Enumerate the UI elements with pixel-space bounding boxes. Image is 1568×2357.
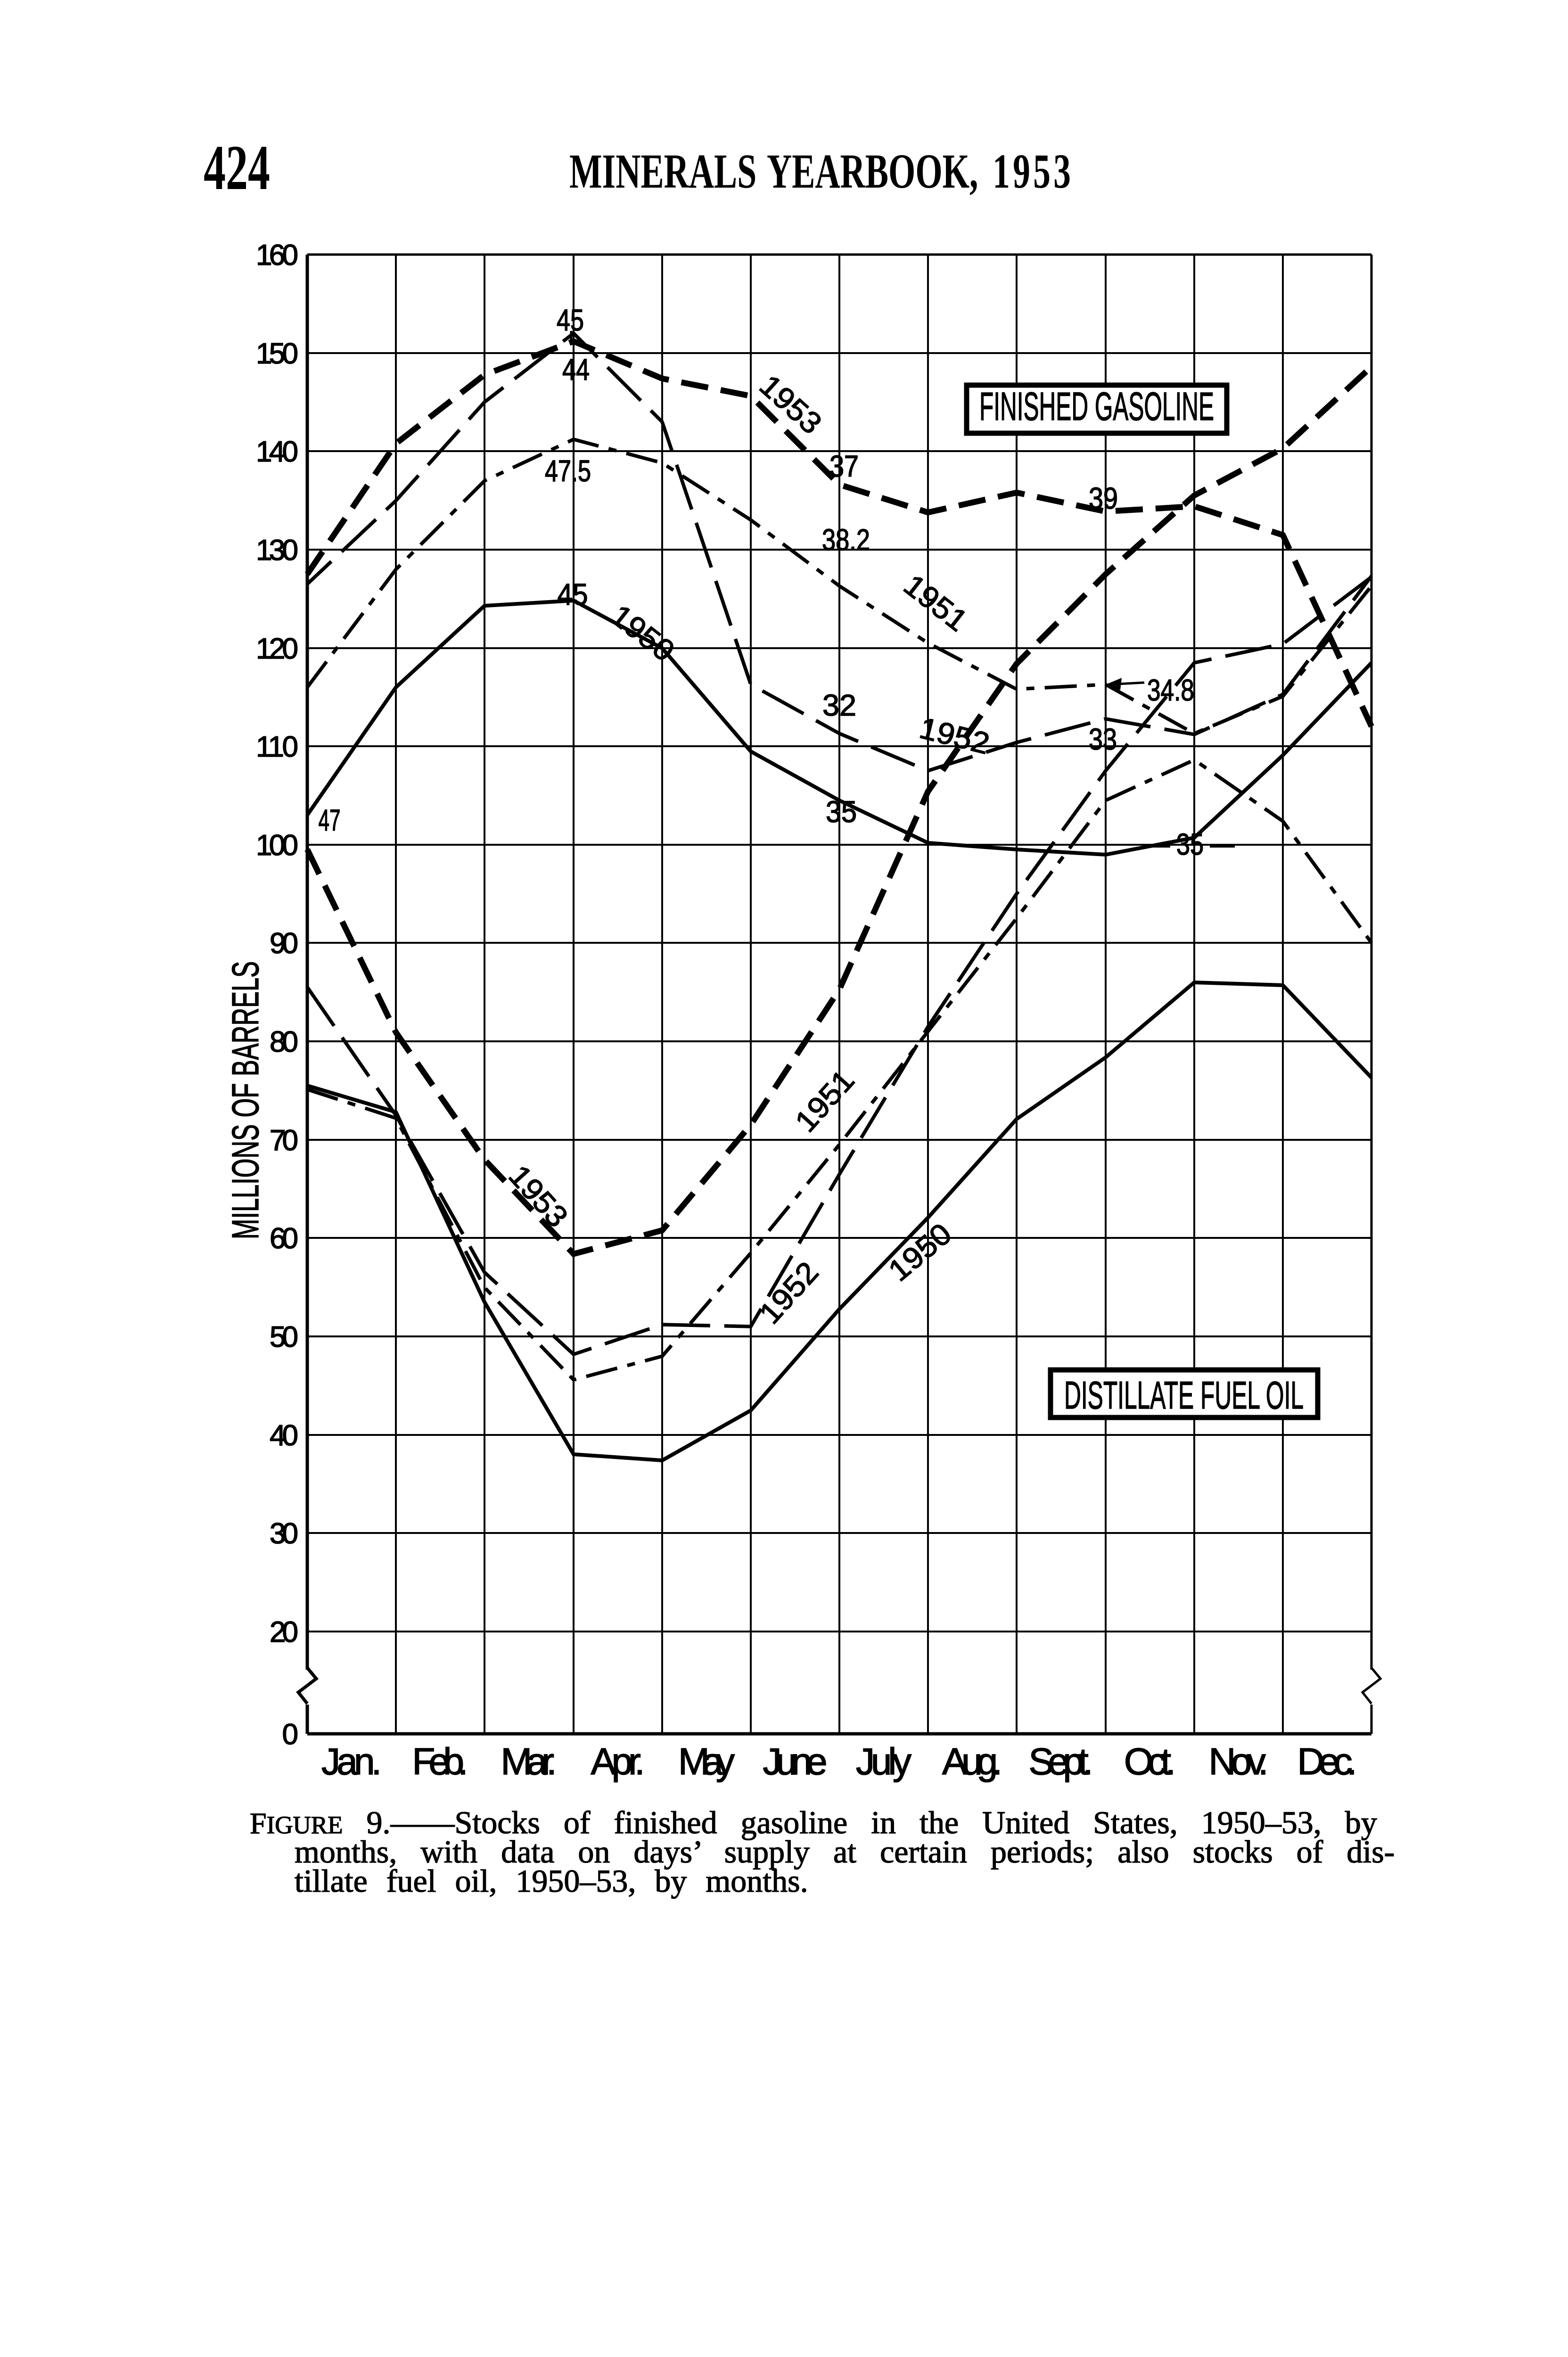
svg-text:30: 30 <box>270 1517 298 1550</box>
svg-text:Feb.: Feb. <box>412 1740 468 1782</box>
svg-text:100: 100 <box>256 829 298 862</box>
svg-text:45: 45 <box>557 303 584 337</box>
svg-text:160: 160 <box>256 239 298 272</box>
svg-text:20: 20 <box>270 1616 298 1648</box>
svg-text:tillate fuel oil, 1950–53, by: tillate fuel oil, 1950–53, by months. <box>295 1863 808 1899</box>
svg-text:45: 45 <box>558 577 588 611</box>
svg-text:Mar.: Mar. <box>501 1740 557 1782</box>
svg-text:37: 37 <box>829 449 859 483</box>
svg-text:Dec.: Dec. <box>1297 1740 1357 1782</box>
svg-text:DISTILLATE FUEL OIL: DISTILLATE FUEL OIL <box>1064 1373 1304 1417</box>
svg-text:80: 80 <box>270 1026 298 1058</box>
svg-text:June: June <box>763 1740 828 1782</box>
svg-text:months, with data on days’ sup: months, with data on days’ supply at cer… <box>295 1834 1395 1870</box>
svg-text:MINERALS YEARBOOK, 1 9 5 3: MINERALS YEARBOOK, 1 9 5 3 <box>569 144 1071 198</box>
svg-text:47.5: 47.5 <box>545 454 591 488</box>
svg-text:40: 40 <box>270 1419 298 1452</box>
svg-text:120: 120 <box>256 633 298 665</box>
svg-text:35: 35 <box>826 795 857 829</box>
svg-text:150: 150 <box>256 338 298 370</box>
svg-text:50: 50 <box>270 1321 298 1353</box>
svg-text:90: 90 <box>270 927 298 960</box>
svg-text:MILLIONS OF BARRELS: MILLIONS OF BARRELS <box>224 961 266 1239</box>
svg-text:60: 60 <box>270 1222 298 1255</box>
svg-text:Jan.: Jan. <box>321 1740 382 1782</box>
svg-text:FIGURE 9.——Stocks of finished: FIGURE 9.——Stocks of finished gasoline i… <box>250 1805 1377 1840</box>
svg-text:39: 39 <box>1089 481 1118 515</box>
svg-text:FINISHED GASOLINE: FINISHED GASOLINE <box>979 384 1214 429</box>
svg-text:44: 44 <box>562 353 590 387</box>
svg-text:0: 0 <box>282 1718 298 1751</box>
svg-text:140: 140 <box>256 436 298 468</box>
svg-text:Oct.: Oct. <box>1124 1740 1176 1782</box>
svg-text:70: 70 <box>270 1124 298 1157</box>
svg-text:130: 130 <box>256 534 298 567</box>
svg-text:35: 35 <box>1176 827 1204 861</box>
svg-text:33: 33 <box>1089 722 1117 756</box>
svg-text:110: 110 <box>256 731 298 763</box>
svg-text:38.2: 38.2 <box>822 523 870 557</box>
svg-text:Aug.: Aug. <box>942 1740 1002 1782</box>
svg-text:July: July <box>856 1740 911 1782</box>
svg-text:1952: 1952 <box>916 711 993 761</box>
svg-text:32: 32 <box>822 688 856 722</box>
svg-text:424: 424 <box>204 132 270 203</box>
svg-text:May: May <box>678 1740 735 1782</box>
svg-text:Sept.: Sept. <box>1029 1740 1093 1782</box>
svg-text:47: 47 <box>319 803 341 837</box>
svg-text:Nov.: Nov. <box>1209 1740 1269 1782</box>
svg-text:34.8: 34.8 <box>1147 673 1194 707</box>
svg-text:Apr.: Apr. <box>591 1740 645 1782</box>
